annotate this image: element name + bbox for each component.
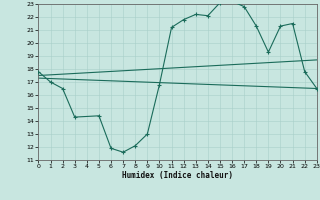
X-axis label: Humidex (Indice chaleur): Humidex (Indice chaleur) bbox=[122, 171, 233, 180]
